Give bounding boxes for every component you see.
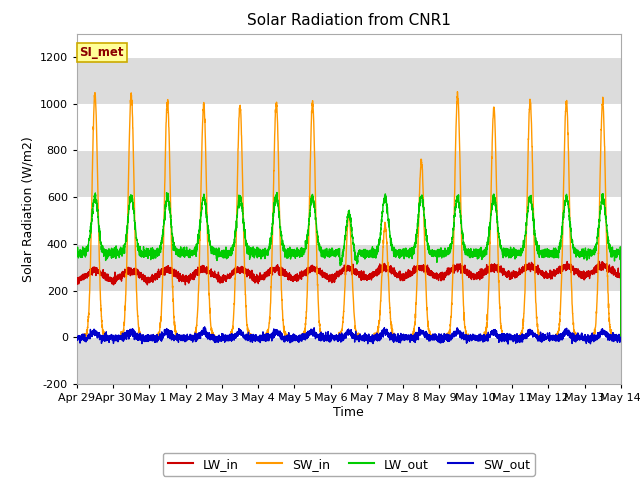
Line: LW_out: LW_out [77,192,621,337]
SW_in [73,335,81,340]
LW_in [328,271,336,277]
LW_in [502,270,509,276]
SW_out [441,336,449,341]
SW_out [502,334,509,340]
SW_in [171,319,179,324]
LW_in [617,335,625,340]
LW_in [471,274,479,279]
Line: LW_in: LW_in [77,261,621,337]
SW_out [73,335,81,340]
SW_out [471,336,479,342]
X-axis label: Time: Time [333,406,364,419]
LW_out [617,335,625,340]
SW_out [329,334,337,340]
Line: SW_out: SW_out [77,327,621,344]
SW_out [201,324,209,330]
SW_in [616,335,624,340]
Bar [77,150,621,197]
LW_in [616,275,624,280]
Line: SW_in: SW_in [77,92,621,337]
LW_out [171,244,179,250]
SW_in [502,335,509,340]
LW_in [440,271,448,276]
LW_out [616,257,624,263]
LW_out [329,246,337,252]
Title: Solar Radiation from CNR1: Solar Radiation from CNR1 [247,13,451,28]
LW_in [171,269,179,275]
Y-axis label: Solar Radiation (W/m2): Solar Radiation (W/m2) [21,136,34,282]
Bar [77,337,621,384]
Legend: LW_in, SW_in, LW_out, SW_out: LW_in, SW_in, LW_out, SW_out [163,453,535,476]
LW_in [73,277,81,283]
LW_out [73,247,81,253]
Text: SI_met: SI_met [79,46,124,59]
SW_out [504,341,512,347]
SW_in [454,89,461,95]
SW_out [616,336,624,342]
LW_out [441,252,449,258]
SW_in [471,335,479,340]
LW_in [595,258,603,264]
LW_out [471,252,479,257]
LW_out [502,248,509,254]
SW_out [617,335,625,340]
Bar [77,57,621,104]
SW_in [328,335,336,340]
SW_out [171,334,179,339]
Bar [77,244,621,290]
SW_in [617,335,625,340]
LW_out [273,190,281,195]
SW_in [440,335,448,340]
